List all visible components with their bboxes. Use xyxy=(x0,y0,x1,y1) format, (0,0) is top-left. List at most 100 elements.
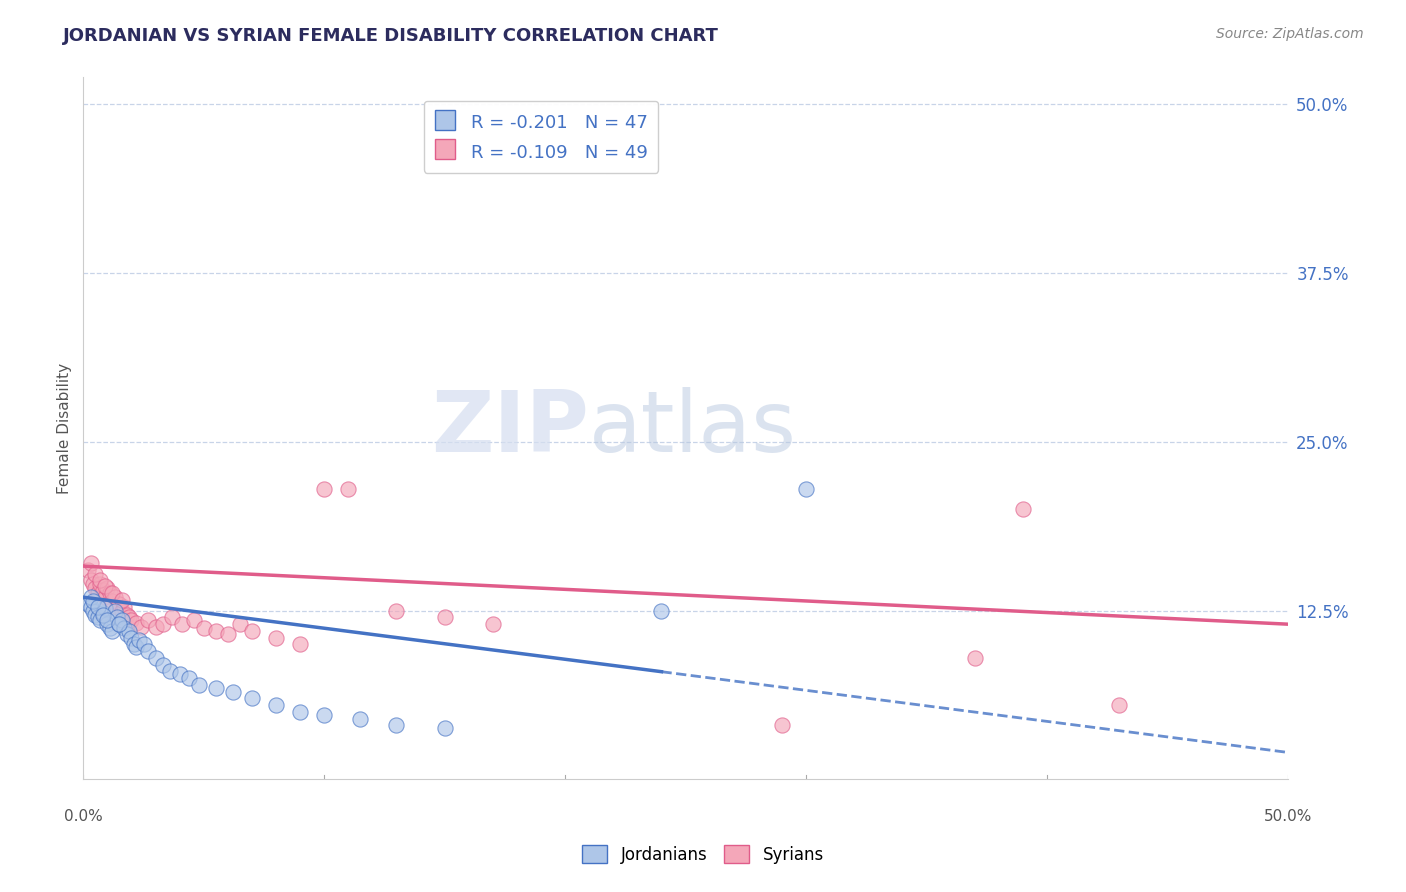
Point xyxy=(288,705,311,719)
Point xyxy=(482,617,505,632)
Point xyxy=(101,586,124,600)
Point xyxy=(115,607,138,622)
Point xyxy=(770,718,793,732)
Point xyxy=(385,718,408,732)
Point xyxy=(264,631,287,645)
Point xyxy=(118,610,141,624)
Point xyxy=(96,581,118,595)
Point xyxy=(79,590,101,604)
Point xyxy=(1108,698,1130,713)
Point xyxy=(89,576,111,591)
Point xyxy=(91,583,114,598)
Point xyxy=(433,610,456,624)
Point xyxy=(111,604,134,618)
Point xyxy=(963,651,986,665)
Point xyxy=(1011,502,1033,516)
Point xyxy=(122,637,145,651)
Text: JORDANIAN VS SYRIAN FEMALE DISABILITY CORRELATION CHART: JORDANIAN VS SYRIAN FEMALE DISABILITY CO… xyxy=(63,27,718,45)
Point xyxy=(221,684,243,698)
Point xyxy=(128,633,150,648)
Point xyxy=(204,681,226,695)
Point xyxy=(84,581,107,595)
Point xyxy=(385,604,408,618)
Point xyxy=(89,613,111,627)
Point xyxy=(98,586,121,600)
Point xyxy=(82,594,104,608)
Point xyxy=(217,626,239,640)
Point xyxy=(77,597,100,611)
Point xyxy=(288,637,311,651)
Point xyxy=(152,617,174,632)
Point xyxy=(118,624,141,638)
Point xyxy=(82,576,104,591)
Text: atlas: atlas xyxy=(589,387,797,470)
Text: ZIP: ZIP xyxy=(432,387,589,470)
Point xyxy=(96,617,118,632)
Point xyxy=(105,599,128,614)
Text: 0.0%: 0.0% xyxy=(63,809,103,824)
Point xyxy=(240,691,263,706)
Point xyxy=(112,621,135,635)
Point xyxy=(87,599,110,614)
Point xyxy=(138,644,160,658)
Point xyxy=(125,640,148,654)
Point xyxy=(138,613,160,627)
Point xyxy=(101,594,124,608)
Point xyxy=(121,613,143,627)
Point xyxy=(129,620,152,634)
Point xyxy=(204,624,226,638)
Text: 50.0%: 50.0% xyxy=(1264,809,1312,824)
Point xyxy=(89,573,111,587)
Point xyxy=(145,620,167,634)
Point xyxy=(77,563,100,577)
Point xyxy=(794,482,817,496)
Point xyxy=(82,604,104,618)
Point xyxy=(91,607,114,622)
Point xyxy=(314,482,336,496)
Point xyxy=(101,624,124,638)
Point xyxy=(79,557,101,571)
Point xyxy=(104,590,127,604)
Point xyxy=(169,667,191,681)
Point xyxy=(193,621,215,635)
Point xyxy=(84,607,107,622)
Point xyxy=(94,579,117,593)
Point xyxy=(94,590,117,604)
Point xyxy=(108,617,131,632)
Point xyxy=(337,482,360,496)
Point xyxy=(349,712,371,726)
Point xyxy=(145,651,167,665)
Point xyxy=(108,597,131,611)
Point xyxy=(111,593,134,607)
Point xyxy=(98,621,121,635)
Point xyxy=(84,567,107,582)
Point xyxy=(91,607,114,621)
Y-axis label: Female Disability: Female Disability xyxy=(58,363,72,494)
Point xyxy=(162,610,184,624)
Point xyxy=(104,604,127,618)
Point xyxy=(240,624,263,638)
Point xyxy=(108,617,131,632)
Point xyxy=(115,626,138,640)
Point xyxy=(87,586,110,600)
Point xyxy=(152,657,174,672)
Legend: R = -0.201   N = 47, R = -0.109   N = 49: R = -0.201 N = 47, R = -0.109 N = 49 xyxy=(423,101,658,173)
Point xyxy=(111,613,134,627)
Point xyxy=(170,617,193,632)
Point xyxy=(105,610,128,624)
Point xyxy=(159,665,181,679)
Point xyxy=(179,671,201,685)
Point xyxy=(79,573,101,587)
Point xyxy=(183,613,205,627)
Point xyxy=(79,599,101,614)
Point xyxy=(229,617,252,632)
Text: Source: ZipAtlas.com: Source: ZipAtlas.com xyxy=(1216,27,1364,41)
Point xyxy=(112,599,135,614)
Legend: Jordanians, Syrians: Jordanians, Syrians xyxy=(575,838,831,871)
Point xyxy=(132,637,155,651)
Point xyxy=(187,678,209,692)
Point xyxy=(96,613,118,627)
Point xyxy=(125,615,148,630)
Point xyxy=(87,610,110,624)
Point xyxy=(433,721,456,735)
